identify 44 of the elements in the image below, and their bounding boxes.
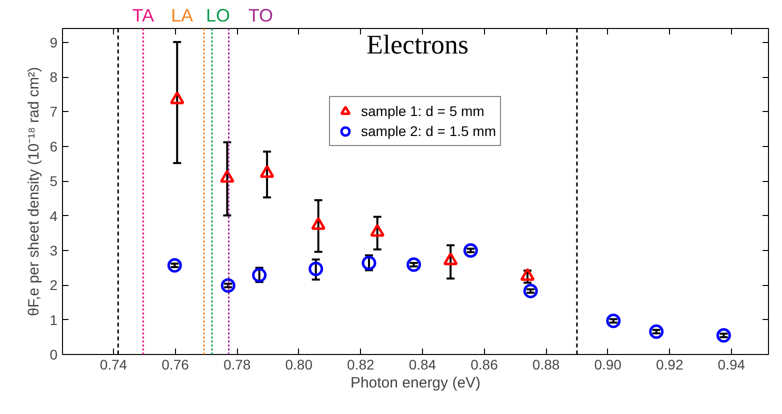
x-tick-label: 0.76 xyxy=(162,356,190,372)
x-tick-label: 0.82 xyxy=(347,356,374,372)
y-tick-label: 8 xyxy=(50,69,58,86)
point xyxy=(370,224,385,237)
point xyxy=(606,314,621,328)
x-axis-title: Photon energy (eV) xyxy=(350,374,481,392)
y-tick-label: 7 xyxy=(50,104,58,120)
point xyxy=(443,252,458,266)
point xyxy=(220,278,236,293)
x-tick-label: 0.90 xyxy=(594,356,622,372)
y-tick-label: 6 xyxy=(50,138,58,154)
y-tick-label: 5 xyxy=(50,173,58,190)
y-tick-label: 4 xyxy=(50,208,58,224)
y-tick-label: 1 xyxy=(50,312,58,328)
point xyxy=(260,164,274,178)
point xyxy=(308,262,324,276)
legend-label: sample 1: d = 5 mm xyxy=(360,102,484,120)
x-tick-label: 0.74 xyxy=(100,356,128,372)
annotation: Electrons xyxy=(366,30,468,60)
x-tick-label: 0.80 xyxy=(285,356,313,372)
x-tick-label: 0.88 xyxy=(532,356,560,372)
y-tick-label: 0 xyxy=(50,346,58,362)
x-tick-label: 0.84 xyxy=(408,356,436,372)
point xyxy=(167,258,182,273)
y-tick-label: 9 xyxy=(50,34,58,50)
x-tick-label: 0.86 xyxy=(470,356,498,372)
point xyxy=(520,268,535,281)
legend-label: sample 2: d = 1.5 mm xyxy=(360,122,496,140)
ref-line-label: LO xyxy=(206,6,230,26)
point xyxy=(716,328,731,343)
y-tick-label: 3 xyxy=(50,242,58,258)
ref-line-label: LA xyxy=(171,6,194,26)
ref-line-label: TA xyxy=(132,6,154,26)
point xyxy=(311,216,326,230)
point xyxy=(463,243,478,258)
x-tick-label: 0.94 xyxy=(718,356,746,372)
ref-line-label: TO xyxy=(248,6,274,26)
x-tick-label: 0.92 xyxy=(656,356,684,372)
y-tick-label: 2 xyxy=(50,277,58,294)
point xyxy=(170,91,184,104)
point xyxy=(649,324,664,339)
y-axis-title: θF,e per sheet density (10⁻¹⁸ rad cm²) xyxy=(26,67,43,316)
point xyxy=(406,257,422,272)
x-tick-label: 0.78 xyxy=(223,356,251,372)
